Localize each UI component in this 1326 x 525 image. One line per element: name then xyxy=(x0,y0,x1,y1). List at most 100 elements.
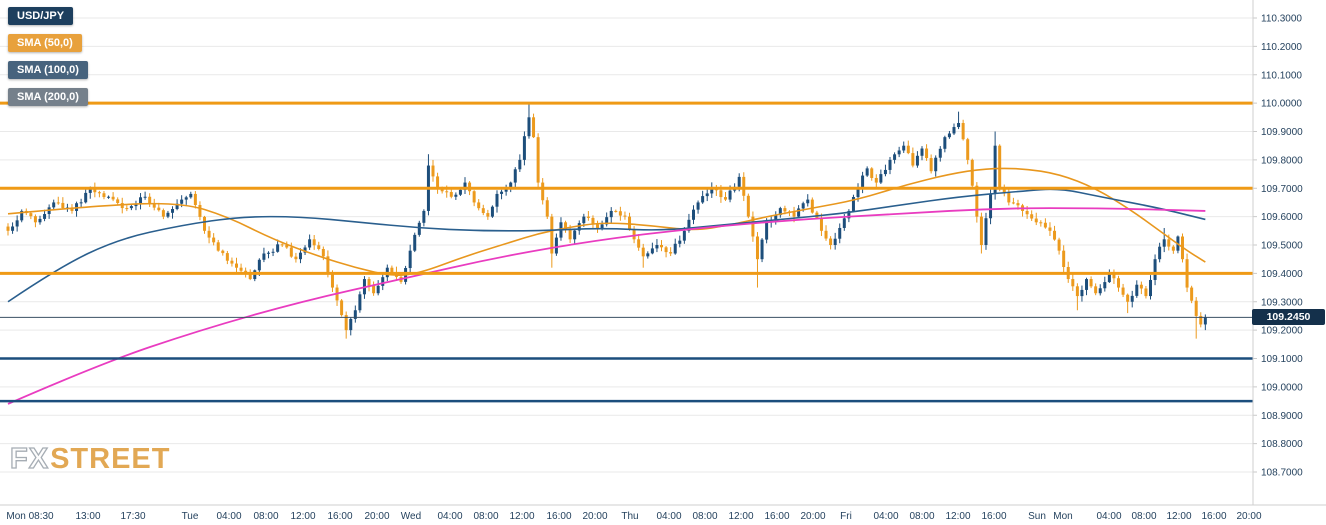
legend-sma-200[interactable]: SMA (200,0) xyxy=(8,88,88,106)
candle xyxy=(797,205,801,219)
candle xyxy=(454,192,458,200)
candle xyxy=(152,198,156,211)
candle xyxy=(692,205,695,225)
candle xyxy=(349,317,353,336)
candle xyxy=(678,235,682,248)
candle xyxy=(472,190,476,207)
legend-sma-50[interactable]: SMA (50,0) xyxy=(8,34,82,52)
candle xyxy=(641,243,645,268)
candle xyxy=(925,144,929,161)
candle xyxy=(29,211,33,220)
x-axis-label: Wed xyxy=(401,511,421,522)
candle xyxy=(838,223,842,244)
candle xyxy=(500,189,504,200)
x-axis-label: 12:00 xyxy=(1166,511,1191,522)
candle xyxy=(847,209,851,223)
y-axis-label: 109.1000 xyxy=(1261,354,1303,365)
candle xyxy=(276,239,280,253)
x-axis-label: 20:00 xyxy=(800,511,825,522)
candle xyxy=(893,152,897,164)
candle xyxy=(303,245,307,256)
candle xyxy=(271,248,275,257)
candle xyxy=(655,239,659,253)
candle xyxy=(650,242,654,255)
candle xyxy=(431,159,435,182)
candle xyxy=(573,228,577,244)
chart-legend: USD/JPY SMA (50,0) SMA (100,0) SMA (200,… xyxy=(8,7,88,106)
x-axis-label: 08:00 xyxy=(253,511,278,522)
x-axis-label: 08:00 xyxy=(473,511,498,522)
candle xyxy=(751,211,755,242)
y-axis-label: 110.2000 xyxy=(1261,42,1302,53)
candle xyxy=(564,220,568,233)
x-axis-label: 12:00 xyxy=(290,511,315,522)
candle xyxy=(207,226,211,244)
candle xyxy=(911,147,915,168)
candle xyxy=(1075,283,1079,311)
candle xyxy=(883,164,887,177)
x-axis-label: Fri xyxy=(840,511,852,522)
y-axis-label: 110.1000 xyxy=(1261,70,1302,81)
candle xyxy=(513,167,517,189)
candle xyxy=(1030,210,1034,221)
candle xyxy=(1117,275,1121,292)
candle xyxy=(1149,275,1152,300)
x-axis-label: 17:30 xyxy=(120,511,145,522)
candle xyxy=(952,123,956,136)
candle xyxy=(623,211,627,220)
candle xyxy=(102,191,106,200)
x-axis-label: Thu xyxy=(621,511,638,522)
candle xyxy=(851,194,855,213)
y-axis-label: 109.4000 xyxy=(1261,269,1303,280)
candle xyxy=(806,194,810,207)
x-axis-label: 20:00 xyxy=(582,511,607,522)
candle xyxy=(824,225,828,241)
candle xyxy=(280,243,284,247)
y-axis: 110.3000 110.2000 110.1000 110.0000 109.9000… xyxy=(1253,14,1303,479)
x-axis-label: 04:00 xyxy=(216,511,241,522)
candle xyxy=(422,209,426,227)
candle xyxy=(829,236,833,250)
candle xyxy=(463,177,467,194)
candle xyxy=(11,222,15,234)
y-axis-label: 109.8000 xyxy=(1261,155,1303,166)
candle xyxy=(1171,245,1175,254)
candle xyxy=(591,215,595,230)
candle xyxy=(870,167,874,181)
candle xyxy=(1139,281,1143,295)
candle xyxy=(628,212,632,231)
candle xyxy=(262,247,266,263)
candle xyxy=(646,251,650,259)
candle xyxy=(938,146,942,162)
fxstreet-logo-street: STREET xyxy=(50,443,171,475)
candle xyxy=(532,113,536,139)
candle xyxy=(225,250,229,265)
candle xyxy=(522,131,526,166)
candle xyxy=(915,151,919,168)
candle xyxy=(266,251,270,259)
candle xyxy=(353,305,357,323)
legend-symbol-usdjpy[interactable]: USD/JPY xyxy=(8,7,74,25)
candle xyxy=(755,232,759,288)
candle xyxy=(436,172,440,194)
candle xyxy=(116,197,120,205)
candle xyxy=(637,234,641,251)
candle xyxy=(97,190,101,198)
candle xyxy=(660,240,664,252)
candle xyxy=(449,188,453,199)
last-price-badge: 109.2450 xyxy=(1252,309,1325,326)
candle xyxy=(79,198,83,208)
candle xyxy=(486,209,490,220)
candle xyxy=(536,133,540,188)
candle xyxy=(33,214,37,228)
candle xyxy=(742,172,746,202)
candle xyxy=(139,193,143,210)
candle xyxy=(984,212,988,250)
candle xyxy=(673,238,677,255)
candle xyxy=(458,188,462,196)
legend-sma-100[interactable]: SMA (100,0) xyxy=(8,61,88,79)
candle xyxy=(340,298,344,317)
y-axis-label: 109.7000 xyxy=(1261,184,1303,195)
